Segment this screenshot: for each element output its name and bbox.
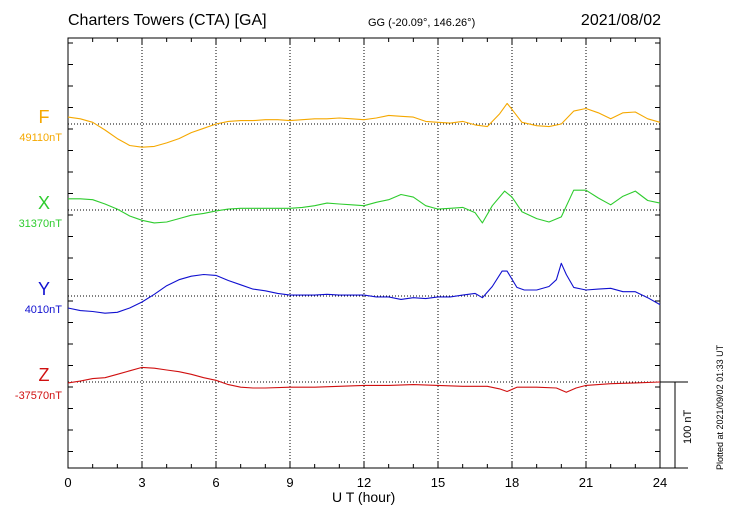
x-axis-label: U T (hour): [332, 489, 396, 505]
x-tick-label: 24: [653, 475, 667, 490]
x-tick-labels: 0 3 6 9 12 15 18 21 24: [64, 475, 667, 490]
series-x-line: [68, 189, 661, 224]
station-coordinates: GG (-20.09°, 146.26°): [368, 17, 476, 29]
station-title: Charters Towers (CTA) [GA]: [68, 12, 267, 29]
plot-border: [67, 37, 661, 469]
series-f-line: [67, 102, 661, 148]
x-tick-label: 6: [212, 475, 219, 490]
x-tick-label: 21: [579, 475, 593, 490]
series-y-line: [67, 262, 661, 314]
series-y-baseline-label: 4010nT: [24, 304, 62, 316]
plotted-timestamp: Plotted at 2021/09/02 01:33 UT: [715, 344, 725, 470]
x-tick-label: 15: [431, 475, 445, 490]
scale-bar-label: 100 nT: [682, 409, 694, 444]
series-x-label: X: [37, 193, 50, 213]
x-tick-label: 9: [286, 475, 293, 490]
series-f-label: F: [38, 107, 50, 127]
x-tick-label: 3: [138, 475, 145, 490]
plot-date: 2021/08/02: [580, 12, 661, 29]
grid-lines: [68, 38, 660, 468]
series-z-baseline-label: -37570nT: [14, 390, 62, 402]
x-tick-label: 12: [357, 475, 371, 490]
series-y-label: Y: [37, 279, 50, 299]
plot-frame: [67, 37, 688, 469]
x-tick-label: 18: [505, 475, 519, 490]
series-x-baseline-label: 31370nT: [18, 218, 62, 230]
x-tick-label: 0: [64, 475, 71, 490]
series-z-label: Z: [38, 365, 50, 385]
series-f-baseline-label: 49110nT: [19, 132, 62, 144]
series-lines: [67, 102, 661, 393]
series-z-line: [67, 366, 661, 393]
